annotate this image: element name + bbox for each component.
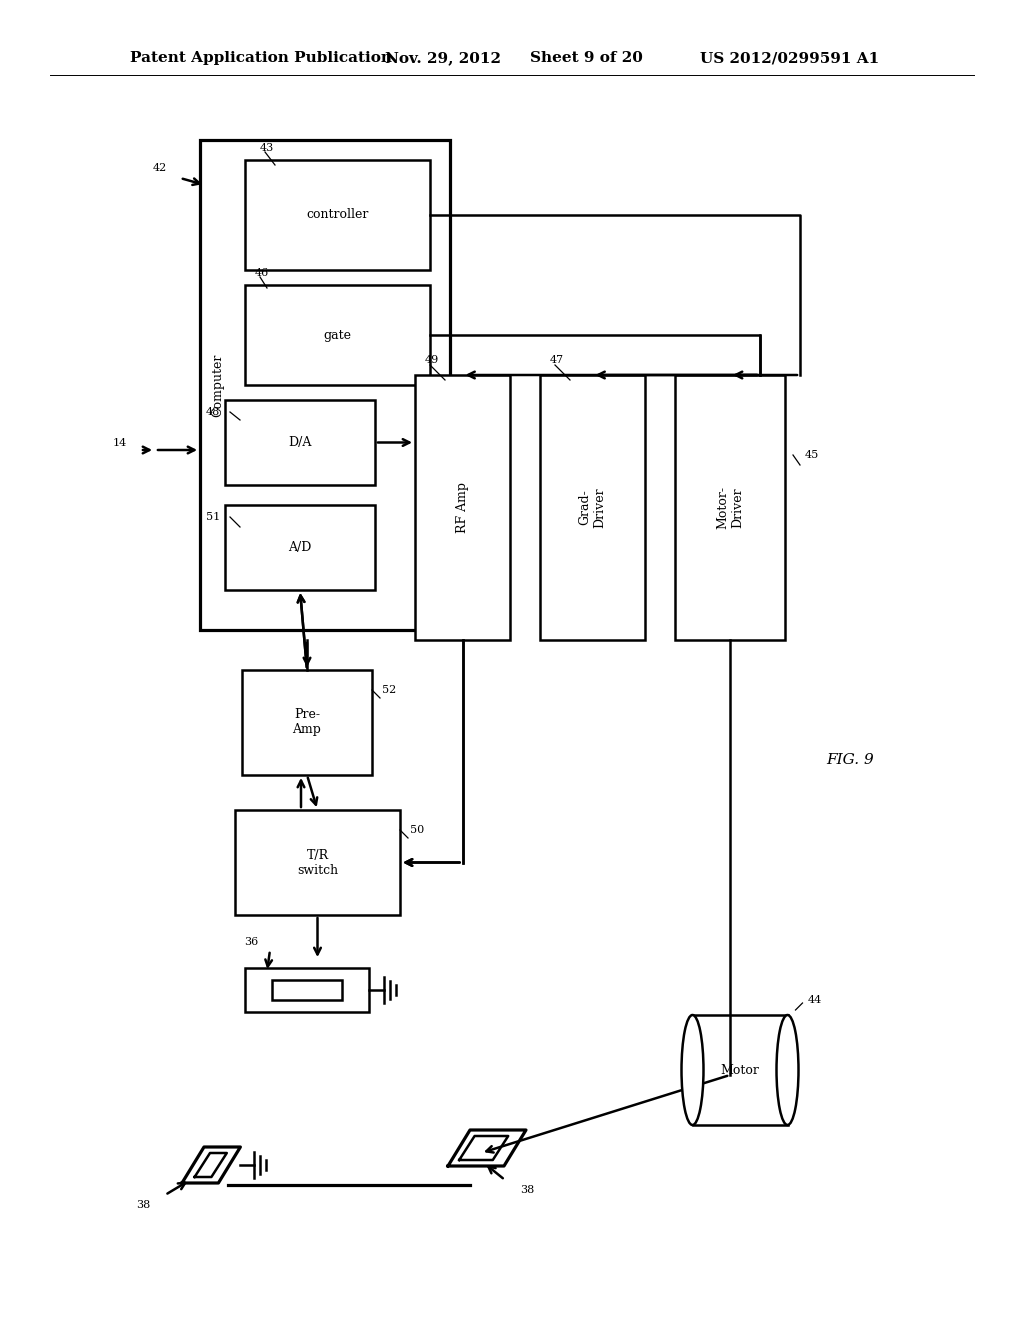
Text: Pre-
Amp: Pre- Amp [293, 709, 322, 737]
Text: Motor: Motor [721, 1064, 760, 1077]
Bar [245, 968, 369, 1012]
Text: RF Amp: RF Amp [456, 482, 469, 533]
Text: 48: 48 [206, 407, 220, 417]
Text: controller: controller [306, 209, 369, 222]
Bar [242, 671, 372, 775]
Text: 14: 14 [113, 438, 127, 447]
Bar [415, 375, 510, 640]
Text: 38: 38 [520, 1185, 535, 1195]
Text: 49: 49 [425, 355, 439, 366]
Text: Grad-
Driver: Grad- Driver [579, 487, 606, 528]
Text: FIG. 9: FIG. 9 [826, 752, 873, 767]
Bar [245, 160, 430, 271]
Bar [540, 375, 645, 640]
Bar [225, 400, 375, 484]
Text: Patent Application Publication: Patent Application Publication [130, 51, 392, 65]
Bar [225, 506, 375, 590]
Text: 51: 51 [206, 512, 220, 521]
Ellipse shape [682, 1015, 703, 1125]
Text: Motor-
Driver: Motor- Driver [716, 486, 744, 529]
Bar [272, 979, 342, 1001]
Text: T/R
switch: T/R switch [297, 849, 338, 876]
Text: Sheet 9 of 20: Sheet 9 of 20 [530, 51, 643, 65]
Bar [245, 285, 430, 385]
Text: 46: 46 [255, 268, 269, 279]
Bar [234, 810, 400, 915]
Bar [200, 140, 450, 630]
Text: A/D: A/D [289, 541, 311, 554]
Text: 50: 50 [410, 825, 424, 836]
Text: 36: 36 [244, 937, 258, 946]
Text: 45: 45 [805, 450, 819, 459]
Text: US 2012/0299591 A1: US 2012/0299591 A1 [700, 51, 880, 65]
Text: Computer: Computer [212, 354, 224, 417]
Text: D/A: D/A [289, 436, 311, 449]
Ellipse shape [776, 1015, 799, 1125]
Text: gate: gate [324, 329, 351, 342]
Text: Nov. 29, 2012: Nov. 29, 2012 [385, 51, 501, 65]
Text: 52: 52 [382, 685, 396, 696]
Bar [675, 375, 785, 640]
Text: 43: 43 [260, 143, 274, 153]
Bar [692, 1015, 787, 1125]
Text: 38: 38 [136, 1200, 150, 1210]
Text: 44: 44 [808, 995, 821, 1005]
Text: 47: 47 [550, 355, 564, 366]
Text: 42: 42 [153, 162, 167, 173]
